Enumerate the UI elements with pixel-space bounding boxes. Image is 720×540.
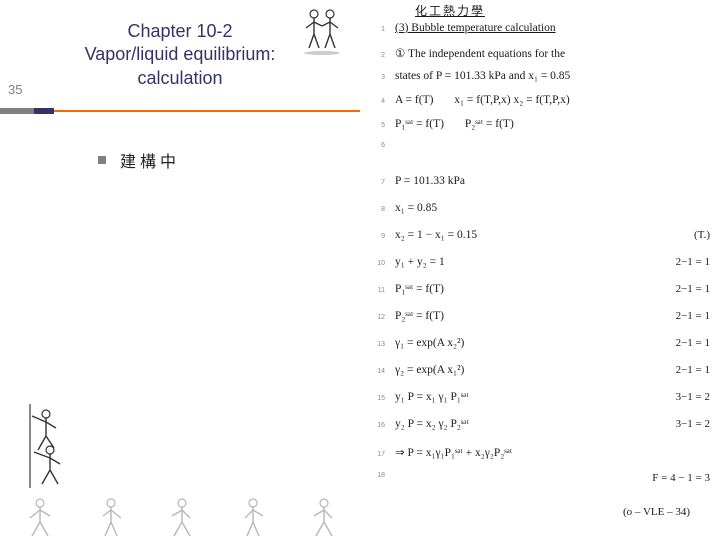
notes-equation-line: 16 y₂ P = x₂ γ₂ P₂ˢᵃᵗ3−1 = 2 xyxy=(365,418,720,430)
climbing-figures-icon xyxy=(20,404,80,488)
walker-icon xyxy=(162,496,202,540)
line-number: 5 xyxy=(365,122,385,129)
walker-icon xyxy=(20,496,60,540)
walker-icon xyxy=(91,496,131,540)
notes-eq-row: P₁ˢᵃᵗ = f(T) P₂ˢᵃᵗ = f(T) xyxy=(395,118,720,130)
title-line-1: Chapter 10-2 xyxy=(50,20,310,43)
notes-eq-row: A = f(T) x₁ = f(T,P,x) x₂ = f(T,P,x) xyxy=(395,94,720,106)
notes-panel: 化工熱力學 1 (3) Bubble temperature calculati… xyxy=(365,0,720,540)
line-number: 2 xyxy=(365,52,385,59)
equation-body: ⇒ P = x₁γ₁P₁ˢᵃᵗ + x₂γ₂P₂ˢᵃᵗ xyxy=(395,445,720,459)
walker-row xyxy=(4,492,360,540)
bullet-text: 建構中 xyxy=(120,148,180,172)
equation-body: P₂ˢᵃᵗ = f(T) xyxy=(395,310,720,322)
line-number: 11 xyxy=(365,287,385,294)
title-line-2: Vapor/liquid equilibrium: xyxy=(50,43,310,66)
line-number: 16 xyxy=(365,422,385,429)
notes-equation-line: 14 γ₂ = exp(A x₁²)2−1 = 1 xyxy=(365,364,720,376)
slide-panel: 35 Chapter 10-2 Vapor/liquid equilibrium… xyxy=(0,0,360,540)
line-number: 7 xyxy=(365,179,385,186)
line-number: 17 xyxy=(365,451,385,458)
line-number: 18 xyxy=(365,472,385,479)
equation-dof: 2−1 = 1 xyxy=(676,283,710,295)
equation-dof: 2−1 = 1 xyxy=(676,364,710,376)
equation-body: γ₁ = exp(A x₂²) xyxy=(395,337,720,349)
notes-equation-line: 12 P₂ˢᵃᵗ = f(T)2−1 = 1 xyxy=(365,310,720,322)
notes-equation-line: 18F = 4 − 1 = 3 xyxy=(365,472,720,479)
notes-equation-line: 11 P₁ˢᵃᵗ = f(T)2−1 = 1 xyxy=(365,283,720,295)
line-number: 8 xyxy=(365,206,385,213)
line-number: 1 xyxy=(365,26,385,33)
equation-body: P = 101.33 kPa xyxy=(395,175,720,187)
line-number: 4 xyxy=(365,98,385,105)
line-number: 13 xyxy=(365,341,385,348)
equation-body: P₁ˢᵃᵗ = f(T) xyxy=(395,283,720,295)
title-line-3: calculation xyxy=(50,67,310,90)
line-number: 9 xyxy=(365,233,385,240)
equation-body: y₂ P = x₂ γ₂ P₂ˢᵃᵗ xyxy=(395,418,720,430)
equation-dof: F = 4 − 1 = 3 xyxy=(652,472,710,484)
eq-b: x₁ = f(T,P,x) x₂ = f(T,P,x) xyxy=(454,94,569,106)
line-number: 12 xyxy=(365,314,385,321)
line-number: 6 xyxy=(365,142,385,149)
notes-equation-line: 15 y₁ P = x₁ γ₁ P₁ˢᵃᵗ3−1 = 2 xyxy=(365,391,720,403)
notes-equation-line: 8 x₁ = 0.85 xyxy=(365,202,720,214)
line-number: 3 xyxy=(365,74,385,81)
equation-body: y₁ P = x₁ γ₁ P₁ˢᵃᵗ xyxy=(395,391,720,403)
line-number: 14 xyxy=(365,368,385,375)
title-underline xyxy=(0,108,360,114)
eq-a: P₁ˢᵃᵗ = f(T) xyxy=(395,118,444,130)
notes-section-title: (3) Bubble temperature calculation xyxy=(395,22,720,34)
notes-intro-1: ① The independent equations for the xyxy=(395,46,720,60)
equation-dof: 3−1 = 2 xyxy=(676,391,710,403)
notes-equation-line: 7 P = 101.33 kPa xyxy=(365,175,720,187)
bullet-icon xyxy=(98,156,106,164)
line-number: 15 xyxy=(365,395,385,402)
eq-b: P₂ˢᵃᵗ = f(T) xyxy=(465,118,514,130)
notes-equation-line: 17 ⇒ P = x₁γ₁P₁ˢᵃᵗ + x₂γ₂P₂ˢᵃᵗ xyxy=(365,445,720,459)
equation-body: y₁ + y₂ = 1 xyxy=(395,256,720,268)
equation-body: x₁ = 0.85 xyxy=(395,202,720,214)
notes-equation-line: 10 y₁ + y₂ = 12−1 = 1 xyxy=(365,256,720,268)
equation-body: x₂ = 1 − x₁ = 0.15 xyxy=(395,229,720,241)
equation-dof: 2−1 = 1 xyxy=(676,337,710,349)
notes-equation-line: 9 x₂ = 1 − x₁ = 0.15(T.) xyxy=(365,229,720,241)
notes-intro-2: states of P = 101.33 kPa and x₁ = 0.85 xyxy=(395,70,720,82)
notes-equation-line: 13 γ₁ = exp(A x₂²)2−1 = 1 xyxy=(365,337,720,349)
walker-icon xyxy=(233,496,273,540)
equation-dof: 2−1 = 1 xyxy=(676,256,710,268)
equation-dof: 3−1 = 2 xyxy=(676,418,710,430)
line-number: 10 xyxy=(365,260,385,267)
eq-a: A = f(T) xyxy=(395,94,433,106)
equation-dof: (T.) xyxy=(694,229,710,241)
dancing-figures-icon xyxy=(292,4,352,56)
equation-dof: 2−1 = 1 xyxy=(676,310,710,322)
slide-title: Chapter 10-2 Vapor/liquid equilibrium: c… xyxy=(50,20,310,90)
equation-body: γ₂ = exp(A x₁²) xyxy=(395,364,720,376)
page-number: 35 xyxy=(8,82,22,97)
notes-reference: (o – VLE – 34) xyxy=(623,506,690,518)
notes-header: 化工熱力學 xyxy=(415,2,485,19)
walker-icon xyxy=(304,496,344,540)
bullet-item: 建構中 xyxy=(98,148,180,172)
